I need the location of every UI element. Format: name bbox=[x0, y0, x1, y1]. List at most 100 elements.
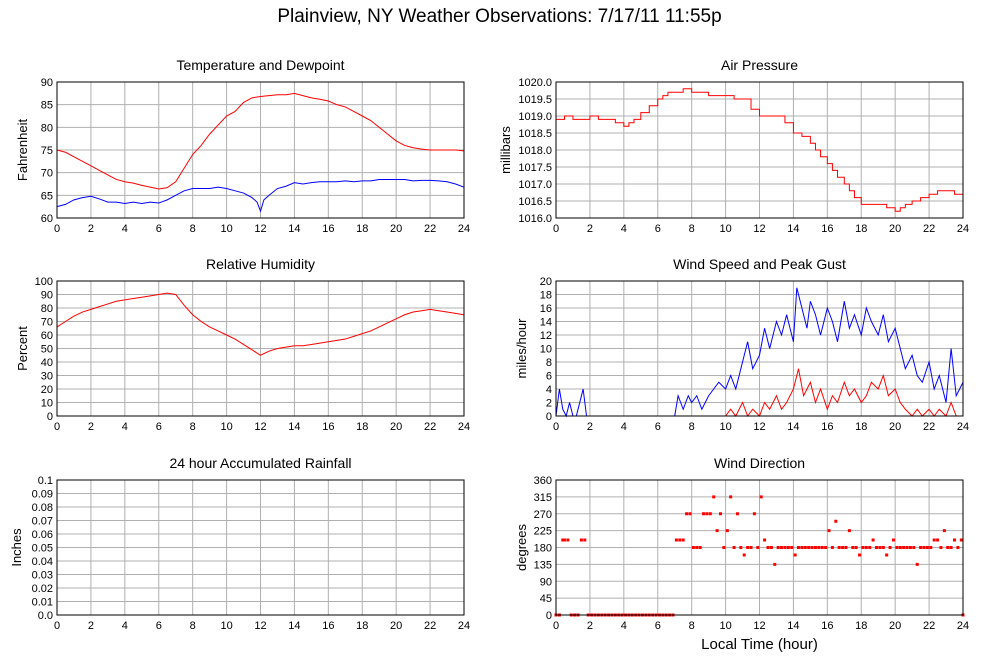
scatter-point bbox=[766, 546, 770, 549]
scatter-point bbox=[722, 546, 726, 549]
y-tick-label: 1019.5 bbox=[518, 94, 552, 106]
scatter-point bbox=[786, 546, 790, 549]
y-tick-label: 80 bbox=[41, 122, 53, 134]
scatter-point bbox=[854, 546, 858, 549]
scatter-point bbox=[922, 546, 926, 549]
y-tick-label: 45 bbox=[540, 593, 552, 605]
y-tick-label: 50 bbox=[41, 344, 53, 356]
scatter-point bbox=[566, 538, 570, 542]
scatter-point bbox=[908, 546, 912, 549]
series-line bbox=[56, 92, 465, 190]
scatter-point bbox=[817, 546, 821, 549]
scatter-point bbox=[861, 546, 865, 549]
y-tick-label: 0.04 bbox=[32, 556, 53, 568]
x-tick-label: 22 bbox=[424, 620, 436, 632]
x-tick-label: 6 bbox=[156, 223, 162, 235]
y-tick-label: 14 bbox=[540, 317, 552, 329]
scatter-point bbox=[674, 538, 678, 542]
x-tick-label: 4 bbox=[122, 223, 128, 235]
scatter-point bbox=[752, 512, 756, 516]
scatter-point bbox=[681, 538, 685, 542]
scatter-point bbox=[942, 529, 946, 533]
y-tick-label: 100 bbox=[35, 276, 53, 288]
scatter-point bbox=[688, 512, 692, 516]
y-tick-label: 20 bbox=[41, 384, 53, 396]
chart-title: Air Pressure bbox=[721, 57, 798, 73]
scatter-point bbox=[919, 546, 923, 549]
y-tick-label: 80 bbox=[41, 303, 53, 315]
scatter-point bbox=[773, 562, 777, 566]
scatter-point bbox=[685, 512, 689, 516]
scatter-point bbox=[725, 529, 729, 533]
y-tick-label: 1016.5 bbox=[518, 196, 552, 208]
y-tick-label: 12 bbox=[540, 330, 552, 342]
y-tick-label: 0.0 bbox=[38, 610, 53, 622]
x-tick-label: 2 bbox=[88, 421, 94, 433]
y-axis-label: Percent bbox=[15, 326, 30, 371]
scatter-point bbox=[702, 512, 706, 516]
scatter-point bbox=[827, 529, 831, 533]
scatter-point bbox=[800, 546, 804, 549]
x-tick-label: 10 bbox=[719, 620, 731, 632]
scatter-point bbox=[847, 529, 851, 533]
chart-title: 24 hour Accumulated Rainfall bbox=[169, 455, 351, 471]
y-axis-label: degrees bbox=[514, 524, 529, 571]
x-tick-label: 2 bbox=[587, 421, 593, 433]
scatter-point bbox=[830, 546, 834, 549]
x-tick-label: 12 bbox=[254, 223, 266, 235]
y-tick-label: 16 bbox=[540, 303, 552, 315]
y-tick-label: 270 bbox=[534, 509, 552, 521]
scatter-point bbox=[691, 546, 695, 549]
y-tick-label: 10 bbox=[540, 344, 552, 356]
plot-frame bbox=[555, 280, 964, 417]
scatter-point bbox=[807, 546, 811, 549]
scatter-point bbox=[885, 553, 889, 557]
x-tick-label: 0 bbox=[54, 223, 60, 235]
x-tick-label: 14 bbox=[288, 223, 300, 235]
x-tick-label: 8 bbox=[689, 620, 695, 632]
x-tick-label: 0 bbox=[553, 421, 559, 433]
y-tick-label: 75 bbox=[41, 145, 53, 157]
scatter-point bbox=[905, 546, 909, 549]
scatter-point bbox=[936, 538, 940, 542]
y-tick-label: 0 bbox=[546, 610, 552, 622]
y-tick-label: 0.05 bbox=[32, 543, 53, 555]
scatter-point bbox=[834, 519, 838, 523]
scatter-point bbox=[851, 546, 855, 549]
y-tick-label: 65 bbox=[41, 190, 53, 202]
x-tick-label: 18 bbox=[855, 223, 867, 235]
x-tick-label: 2 bbox=[587, 620, 593, 632]
scatter-point bbox=[749, 546, 753, 549]
scatter-point bbox=[803, 546, 807, 549]
x-tick-label: 4 bbox=[122, 620, 128, 632]
scatter-point bbox=[705, 512, 709, 516]
scatter-point bbox=[763, 538, 767, 542]
page-title: Plainview, NY Weather Observations: 7/17… bbox=[277, 6, 722, 27]
scatter-point bbox=[769, 546, 773, 549]
y-tick-label: 20 bbox=[540, 276, 552, 288]
scatter-point bbox=[698, 546, 702, 549]
y-tick-label: 1016.0 bbox=[518, 213, 552, 225]
y-tick-label: 60 bbox=[41, 213, 53, 225]
x-tick-label: 22 bbox=[923, 620, 935, 632]
x-tick-label: 0 bbox=[553, 223, 559, 235]
x-tick-label: 6 bbox=[156, 421, 162, 433]
x-tick-label: 8 bbox=[689, 421, 695, 433]
x-tick-label: 12 bbox=[753, 421, 765, 433]
x-tick-label: 2 bbox=[587, 223, 593, 235]
y-tick-label: 135 bbox=[534, 559, 552, 571]
series-line bbox=[56, 178, 465, 213]
chart-title: Wind Speed and Peak Gust bbox=[673, 256, 846, 272]
x-tick-label: 12 bbox=[753, 620, 765, 632]
x-tick-label: 14 bbox=[787, 620, 799, 632]
x-tick-label: 16 bbox=[821, 223, 833, 235]
x-tick-label: 6 bbox=[655, 421, 661, 433]
scatter-point bbox=[718, 512, 722, 516]
y-tick-label: 315 bbox=[534, 492, 552, 504]
scatter-point bbox=[841, 546, 845, 549]
x-tick-label: 16 bbox=[821, 620, 833, 632]
plot-frame bbox=[555, 479, 964, 616]
